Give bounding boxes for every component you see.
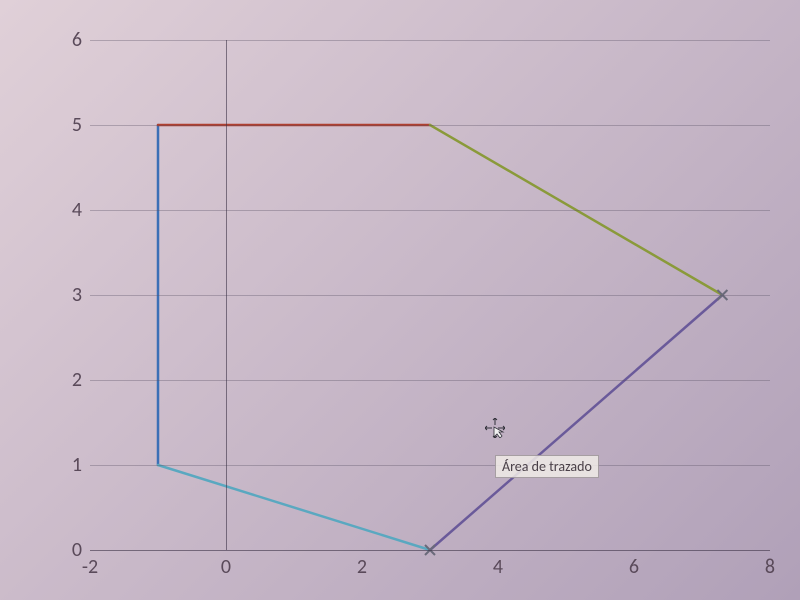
y-tick-label: 3 [52,283,82,307]
y-tick-label: 4 [52,198,82,222]
gridline [90,465,770,466]
y-axis [226,40,227,550]
x-tick-label: 2 [342,555,382,579]
gridline [90,550,770,551]
y-tick-label: 5 [52,113,82,137]
x-tick-label: 0 [206,555,246,579]
tooltip-text: Área de trazado [502,458,592,475]
plot-area[interactable] [90,40,770,550]
gridline [90,125,770,126]
y-tick-label: 2 [52,368,82,392]
gridline [90,380,770,381]
chart-container: Área de trazado 0123456-202468 [0,0,800,600]
x-tick-label: 8 [750,555,790,579]
y-tick-label: 6 [52,28,82,52]
x-tick-label: 4 [478,555,518,579]
gridline [90,40,770,41]
gridline [90,295,770,296]
y-tick-label: 1 [52,453,82,477]
gridline [90,210,770,211]
plot-area-tooltip: Área de trazado [495,455,599,478]
series-seg4 [430,295,722,550]
x-tick-label: 6 [614,555,654,579]
x-tick-label: -2 [70,555,110,579]
series-seg5 [158,465,430,550]
